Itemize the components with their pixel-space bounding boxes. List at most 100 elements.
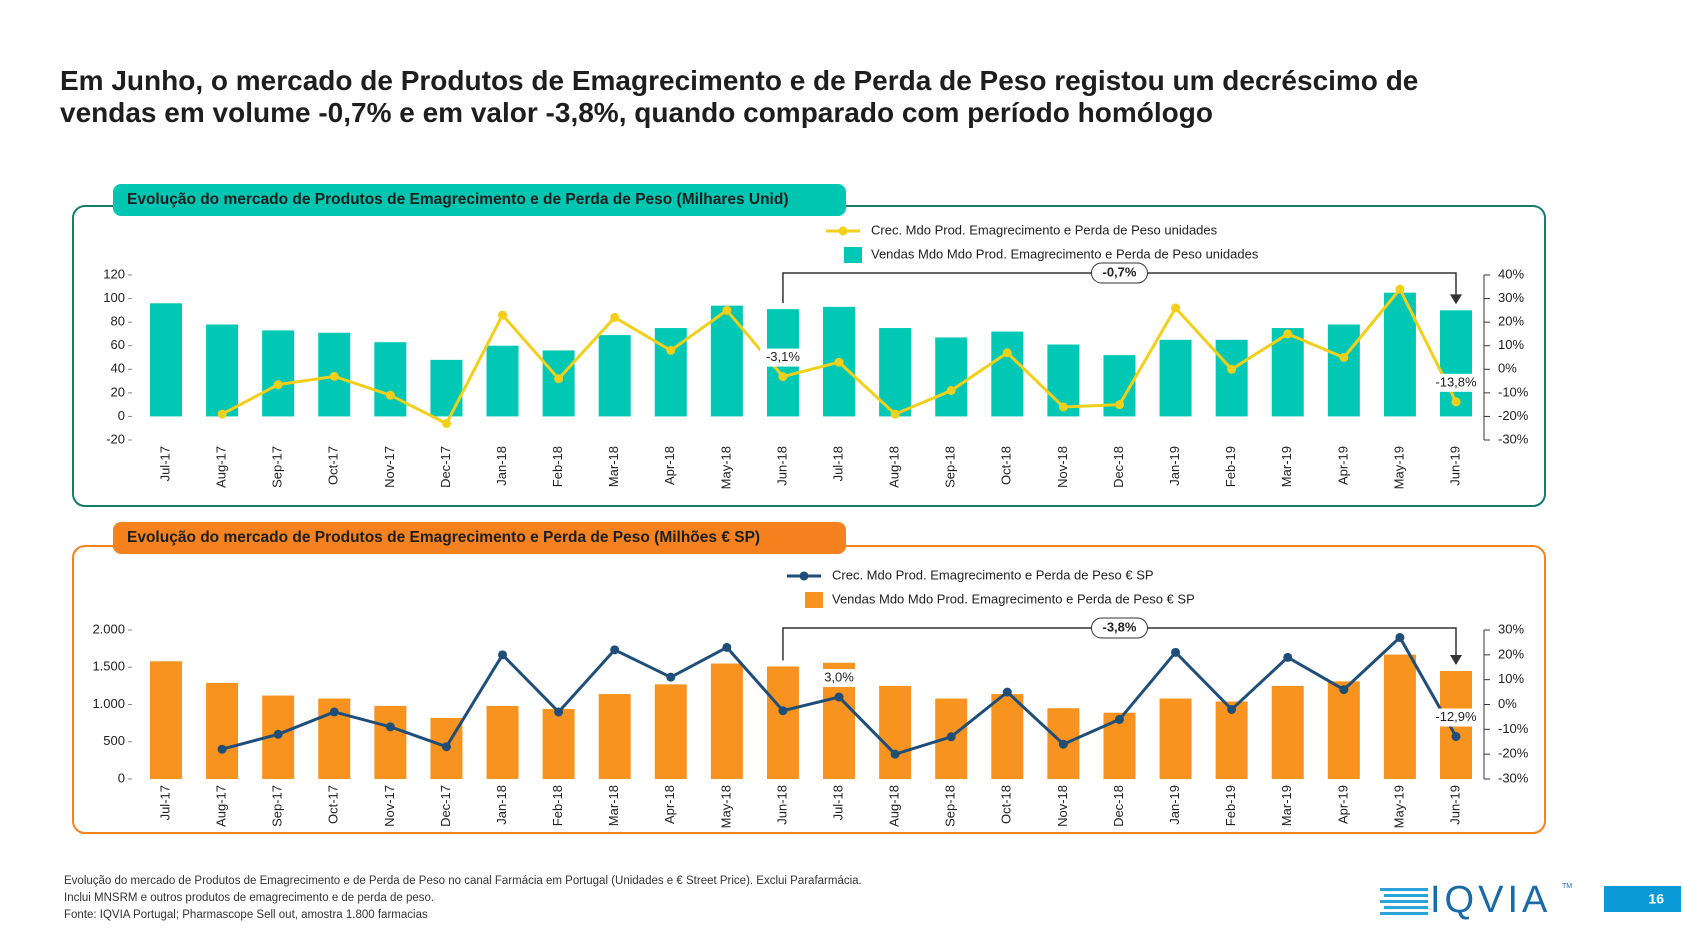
x-tick-label: Jun-18 <box>774 785 789 825</box>
y2-tick-label: 40% <box>1498 266 1524 281</box>
legend-label: Crec. Mdo Prod. Emagrecimento e Perda de… <box>832 567 1154 582</box>
chart: Evolução do mercado de Produtos de Emagr… <box>72 184 1546 507</box>
annotation-arrow <box>1450 654 1462 665</box>
value-label-bg <box>759 348 806 367</box>
bar <box>206 682 239 779</box>
x-tick-label: Jan-18 <box>494 785 509 825</box>
line-point <box>666 345 676 355</box>
legend-label: Vendas Mdo Mdo Prod. Emagrecimento e Per… <box>832 591 1195 606</box>
slide-title-line: Em Junho, o mercado de Produtos de Emagr… <box>60 65 1418 96</box>
x-tick-label: May-19 <box>1391 446 1406 489</box>
x-tick-label: Sep-17 <box>270 785 285 827</box>
line-point <box>722 642 732 652</box>
bar <box>1215 701 1248 779</box>
y2-tick-label: -20% <box>1498 408 1529 423</box>
line-point <box>1171 303 1181 313</box>
bar <box>486 345 519 417</box>
logo: IQVIA <box>1430 879 1551 921</box>
x-tick-label: Jul-18 <box>830 785 845 820</box>
bar <box>710 663 743 779</box>
y-tick-label: 0 <box>118 408 125 423</box>
bar <box>1159 339 1192 417</box>
value-label-bg <box>1429 373 1483 392</box>
bar <box>1383 654 1416 779</box>
x-tick-label: May-18 <box>718 446 733 489</box>
slide-title-line: vendas em volume -0,7% e em valor -3,8%,… <box>60 97 1213 128</box>
x-tick-label: Dec-17 <box>438 446 453 488</box>
y-tick-label: 1.500 <box>92 659 125 674</box>
x-tick-label: Dec-18 <box>1111 785 1126 827</box>
y2-tick-label: 30% <box>1498 290 1524 305</box>
bar <box>935 337 968 417</box>
line-point <box>1227 364 1237 374</box>
x-tick-label: Jun-19 <box>1447 785 1462 825</box>
y-tick-label: -20 <box>106 431 125 446</box>
x-tick-label: Aug-18 <box>887 785 902 827</box>
bar <box>879 685 912 779</box>
line-point <box>946 732 956 742</box>
bar <box>1271 328 1304 417</box>
line-point <box>1395 284 1405 294</box>
x-tick-label: Apr-19 <box>1335 446 1350 485</box>
x-tick-label: Feb-18 <box>550 785 565 826</box>
line-point <box>273 729 283 739</box>
legend-label: Crec. Mdo Prod. Emagrecimento e Perda de… <box>871 222 1218 237</box>
x-tick-label: Mar-19 <box>1279 785 1294 826</box>
line-point <box>834 357 844 367</box>
bar <box>991 331 1024 417</box>
line-point <box>890 749 900 759</box>
panel <box>72 545 1546 834</box>
x-tick-label: Jan-19 <box>1167 785 1182 825</box>
x-tick-label: Apr-18 <box>662 446 677 485</box>
x-tick-label: Oct-17 <box>326 785 341 824</box>
line-point <box>217 409 227 419</box>
legend-marker <box>799 571 809 581</box>
footnote: Inclui MNSRM e outros produtos de emagre… <box>64 892 434 904</box>
y-tick-label: 120 <box>103 266 125 281</box>
line-point <box>1114 714 1124 724</box>
x-tick-label: Mar-19 <box>1279 446 1294 487</box>
y-tick-label: 80 <box>111 314 125 329</box>
line-point <box>441 742 451 752</box>
x-tick-label: Oct-18 <box>999 446 1014 485</box>
y2-tick-label: 20% <box>1498 314 1524 329</box>
line-point <box>217 744 227 754</box>
line-point <box>498 310 508 320</box>
y2-tick-label: -20% <box>1498 746 1529 761</box>
panel-header <box>113 184 846 216</box>
x-tick-label: Dec-17 <box>438 785 453 827</box>
x-tick-label: Jul-18 <box>830 446 845 481</box>
bar <box>150 661 182 779</box>
y-tick-label: 40 <box>111 361 125 376</box>
bar <box>1215 339 1248 417</box>
x-tick-label: Oct-18 <box>999 785 1014 824</box>
x-tick-label: Nov-18 <box>1055 785 1070 827</box>
bar <box>991 694 1024 779</box>
y2-tick-label: 10% <box>1498 671 1524 686</box>
annotation-pill <box>1090 617 1148 639</box>
y2-tick-label: 0% <box>1498 361 1517 376</box>
y2-tick-label: 30% <box>1498 621 1524 636</box>
bar <box>879 328 912 417</box>
line-point <box>1114 400 1124 410</box>
line-point <box>1002 348 1012 358</box>
y2-tick-label: -10% <box>1498 384 1529 399</box>
bar <box>1271 685 1304 779</box>
value-label: -3,1% <box>766 349 800 364</box>
x-tick-label: Apr-18 <box>662 785 677 824</box>
line-point <box>722 305 732 315</box>
bar <box>430 359 463 417</box>
legend-label: Vendas Mdo Mdo Prod. Emagrecimento e Per… <box>871 246 1259 261</box>
x-tick-label: Feb-19 <box>1223 785 1238 826</box>
y2-tick-label: -30% <box>1498 431 1529 446</box>
x-tick-label: Apr-19 <box>1335 785 1350 824</box>
x-tick-label: Mar-18 <box>606 785 621 826</box>
y-tick-label: 2.000 <box>92 621 125 636</box>
x-tick-label: Oct-17 <box>326 446 341 485</box>
line-point <box>666 672 676 682</box>
y-tick-label: 0 <box>118 770 125 785</box>
bar <box>654 684 687 779</box>
bar <box>262 330 295 417</box>
x-tick-label: Jan-18 <box>494 446 509 486</box>
